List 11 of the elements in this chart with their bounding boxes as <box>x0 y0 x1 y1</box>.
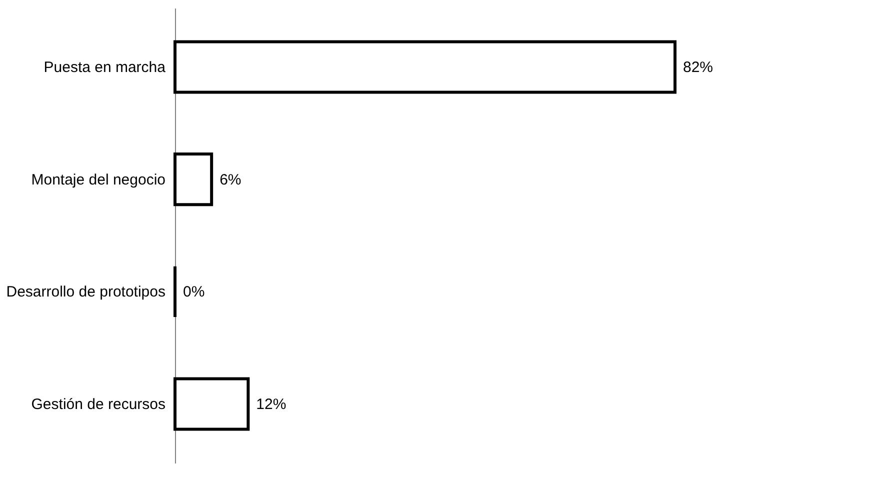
y-tick-label: Montaje del negocio <box>31 171 166 188</box>
data-label: 0% <box>183 284 205 301</box>
y-tick-label: Gestión de recursos <box>31 396 166 414</box>
data-label: 6% <box>220 171 242 188</box>
bar <box>174 377 250 431</box>
bar <box>174 40 676 94</box>
y-tick-label: Puesta en marcha <box>44 58 166 76</box>
bar <box>174 152 214 206</box>
data-label: 12% <box>256 396 286 414</box>
y-tick-label: Desarrollo de prototipos <box>6 284 166 301</box>
data-label: 82% <box>683 58 714 76</box>
